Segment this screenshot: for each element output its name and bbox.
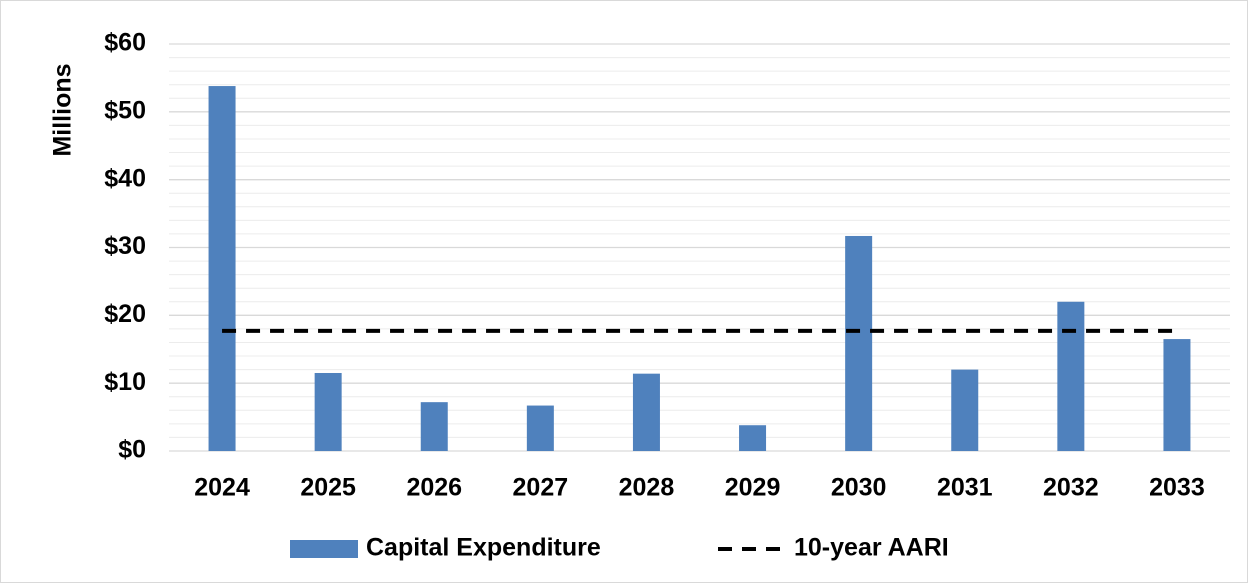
y-tick-label: $10 <box>104 368 146 396</box>
y-tick-label: $20 <box>104 300 146 328</box>
x-tick-label: 2032 <box>1043 474 1099 502</box>
bar <box>739 425 767 451</box>
y-tick-label: $50 <box>104 96 146 124</box>
y-tick-label: $0 <box>118 436 146 464</box>
x-tick-label: 2031 <box>937 474 993 502</box>
y-tick-label: $40 <box>104 164 146 192</box>
x-tick-label: 2025 <box>300 474 356 502</box>
x-tick-label: 2026 <box>406 474 462 502</box>
legend-label: 10-year AARI <box>794 534 949 562</box>
x-tick-label: 2028 <box>619 474 675 502</box>
bar <box>314 372 342 451</box>
bar <box>845 235 873 451</box>
bar <box>951 369 979 451</box>
legend-label: Capital Expenditure <box>366 534 601 562</box>
bar <box>208 86 236 451</box>
bar <box>1163 339 1191 451</box>
x-tick-label: 2030 <box>831 474 887 502</box>
x-tick-label: 2027 <box>513 474 569 502</box>
x-tick-label: 2029 <box>725 474 781 502</box>
legend-swatch <box>290 540 358 558</box>
x-tick-label: 2024 <box>194 474 250 502</box>
y-tick-label: $30 <box>104 232 146 260</box>
bar <box>420 402 448 451</box>
bar <box>526 405 554 451</box>
bar <box>632 373 660 451</box>
y-axis-label: Millions <box>49 63 77 156</box>
y-tick-label: $60 <box>104 29 146 57</box>
bar <box>1057 301 1085 451</box>
x-tick-label: 2033 <box>1149 474 1205 502</box>
